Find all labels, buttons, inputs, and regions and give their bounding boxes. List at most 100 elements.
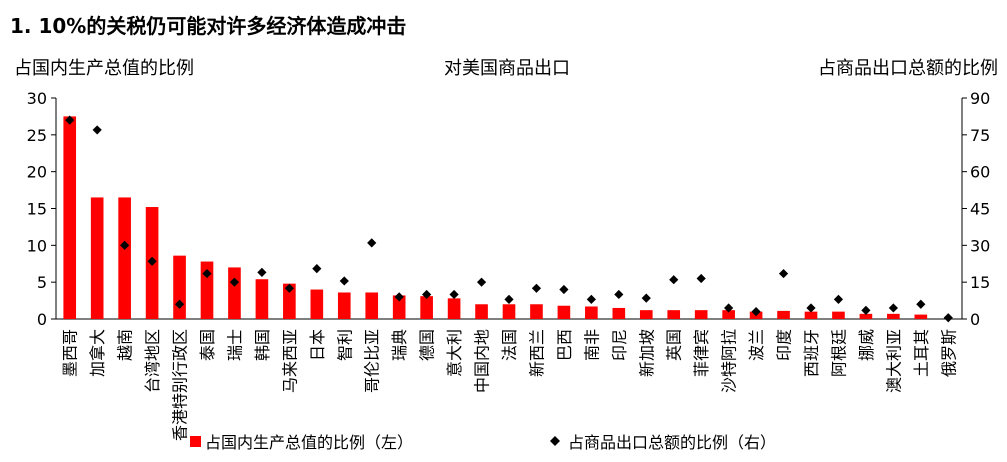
bar [612, 307, 626, 319]
bar [914, 314, 928, 319]
diamond-point [833, 294, 844, 304]
diamond-point [669, 275, 679, 285]
category-label: 菲律宾 [692, 329, 711, 377]
bar [255, 279, 269, 319]
bar [722, 310, 735, 319]
bar [887, 313, 900, 319]
bar [63, 116, 77, 320]
diamond-point [449, 289, 459, 300]
diamond-series [65, 115, 953, 323]
category-label: 巴西 [555, 329, 574, 361]
category-labels: 墨西哥 加拿大 越南 台湾地区 香港特别行政区 泰国 瑞士 韩国 马来西亚 日本 智利 哥伦比亚 瑞典德… [61, 329, 959, 441]
bar [502, 304, 516, 319]
diamond-point [367, 238, 377, 248]
left-tick-label: 25 [27, 126, 47, 145]
diamond-point [641, 293, 651, 303]
chart-subtitle: 对美国商品出口 [444, 58, 570, 79]
diamond-point [778, 268, 789, 279]
legend: 占国内生产总值的比例（左） 占商品出口总额的比例（右） [190, 433, 776, 452]
diamond-point [614, 289, 624, 300]
diamond-point [751, 307, 761, 317]
bar [310, 289, 324, 319]
category-label: 马来西亚 [280, 329, 299, 393]
legend-bar-label: 占国内生产总值的比例（左） [205, 433, 413, 452]
right-tick-label: 60 [970, 163, 990, 182]
right-axis: 0 15 30 45 60 75 90 [961, 89, 990, 329]
left-tick-label: 10 [27, 236, 47, 255]
legend-bar-swatch [190, 436, 201, 447]
category-label: 泰国 [198, 329, 217, 361]
diamond-point [696, 273, 706, 284]
chart-title: 1. 10%的关税仍可能对许多经济体造成冲击 [10, 14, 406, 38]
diamond-point [257, 267, 267, 277]
category-label: 墨西哥 [61, 329, 80, 377]
category-label: 智利 [335, 329, 354, 361]
diamond-point [559, 284, 569, 295]
diamond-point [531, 283, 542, 293]
right-tick-label: 30 [970, 236, 990, 255]
bar [365, 292, 379, 319]
bar [173, 255, 186, 319]
diamond-point [806, 303, 816, 313]
bar [804, 311, 818, 319]
diamond-point [174, 299, 185, 309]
diamond-point [861, 305, 871, 316]
left-tick-label: 5 [37, 273, 47, 292]
left-tick-label: 30 [27, 89, 47, 108]
diamond-point [339, 276, 349, 286]
right-axis-label: 占商品出口总额的比例 [818, 58, 998, 79]
bar [694, 310, 708, 319]
category-label: 瑞士 [225, 329, 244, 361]
diamond-point [284, 283, 294, 293]
diamond-point [312, 264, 322, 274]
bar [639, 310, 653, 319]
category-label: 香港特别行政区 [171, 329, 190, 441]
right-tick-label: 0 [970, 310, 980, 329]
right-tick-label: 45 [970, 200, 990, 219]
category-label: 瑞典 [390, 329, 409, 361]
category-label: 西班牙 [802, 329, 821, 377]
diamond-point [586, 294, 596, 304]
diamond-point [92, 125, 102, 135]
bar [667, 310, 681, 319]
category-label: 法国 [500, 329, 519, 361]
category-label: 新西兰 [527, 329, 546, 377]
category-label: 哥伦比亚 [363, 329, 382, 393]
legend-diamond-marker [550, 436, 560, 446]
bar [777, 310, 790, 319]
bar [228, 267, 241, 319]
category-label: 中国内地 [473, 329, 492, 393]
category-label: 波兰 [747, 329, 766, 361]
category-label: 南非 [582, 329, 601, 361]
category-label: 挪威 [857, 329, 876, 361]
diamond-point [476, 277, 487, 287]
left-axis-label: 占国内生产总值的比例 [14, 58, 194, 79]
bar [475, 304, 488, 319]
category-label: 英国 [665, 329, 684, 361]
category-label: 印尼 [610, 329, 629, 361]
diamond-point [504, 294, 514, 304]
diamond-point [65, 115, 75, 125]
diamond-point [916, 299, 926, 309]
bar [200, 261, 214, 319]
category-label: 阿根廷 [829, 329, 848, 377]
bar [585, 306, 598, 319]
diamond-point [147, 256, 157, 266]
right-tick-label: 90 [970, 89, 990, 108]
bar [337, 292, 351, 319]
category-label: 印度 [775, 329, 794, 361]
left-tick-label: 15 [27, 200, 47, 219]
left-axis: 0 5 10 15 20 25 30 [27, 89, 962, 329]
right-tick-label: 75 [970, 126, 990, 145]
bar [90, 197, 104, 319]
category-label: 澳大利亚 [884, 329, 903, 393]
bar [420, 296, 433, 319]
category-label: 土耳其 [912, 329, 931, 377]
diamond-point [202, 268, 212, 279]
diamond-point [724, 303, 734, 313]
diamond-point [394, 292, 404, 302]
bar-series [63, 116, 928, 320]
category-label: 日本 [308, 329, 327, 361]
bar [392, 295, 406, 319]
